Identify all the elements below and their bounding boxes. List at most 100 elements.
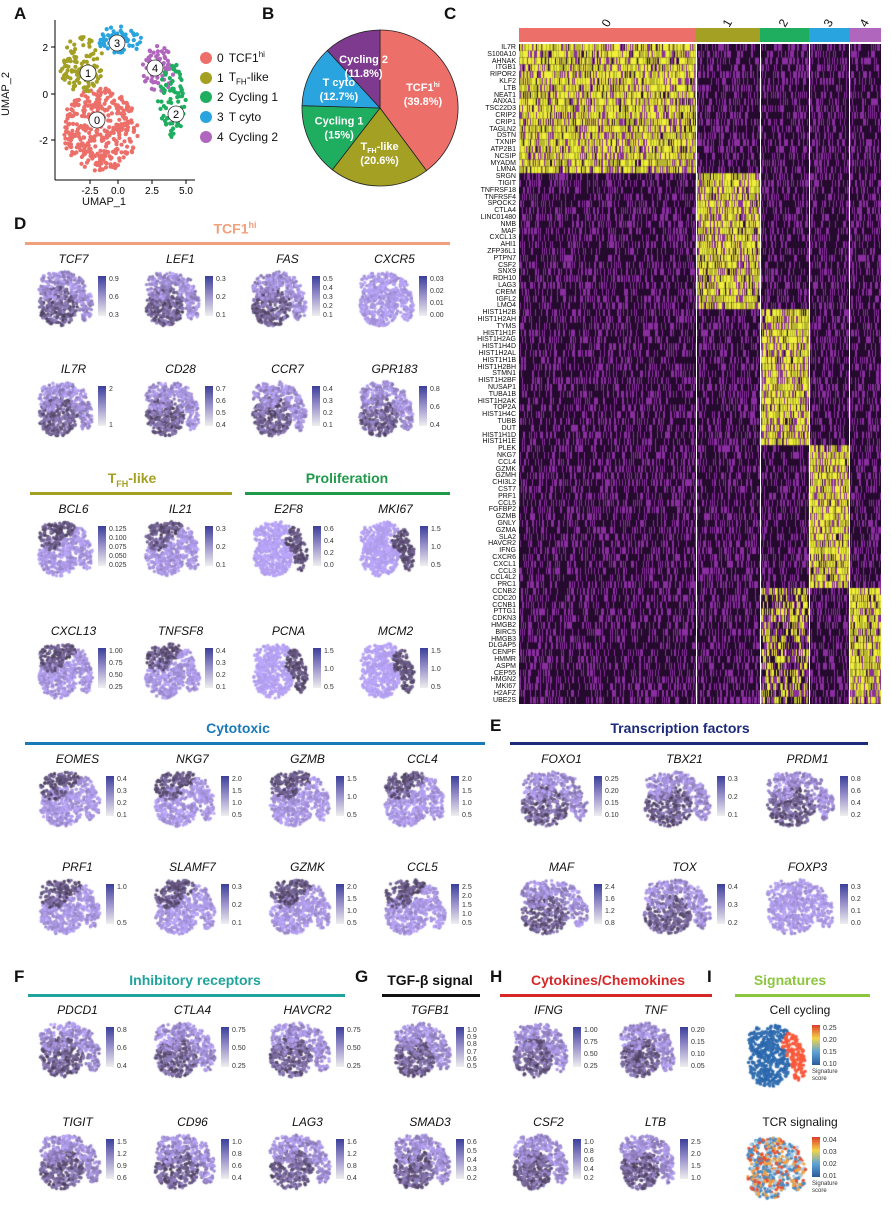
feature-plot bbox=[348, 378, 417, 440]
legend-swatch bbox=[200, 72, 212, 85]
umap-cell-point bbox=[101, 41, 106, 46]
colorbar-tick: 0.2 bbox=[232, 902, 242, 909]
umap-cell-point bbox=[98, 74, 103, 79]
feature-plot bbox=[630, 768, 715, 830]
feature-plot bbox=[257, 768, 334, 830]
panel-label-b: B bbox=[262, 4, 275, 23]
colorbar-tick: 0.75 bbox=[347, 1027, 361, 1034]
umap-cell-point bbox=[76, 142, 81, 147]
colorbar bbox=[221, 1139, 229, 1179]
heatmap-gene-label: PRC1 bbox=[497, 581, 516, 589]
legend-id: 1 bbox=[217, 71, 224, 86]
section-bar-cyto bbox=[25, 742, 485, 745]
pie-slice-label: Cycling 1 bbox=[315, 115, 364, 127]
section-title-cyto: Cytotoxic bbox=[206, 720, 270, 736]
heatmap-gene-label: PTTG1 bbox=[493, 608, 516, 616]
gene-label: CD28 bbox=[165, 362, 196, 376]
heatmap-gene-label: HIST1H2BF bbox=[478, 377, 516, 385]
heatmap-cluster-bar bbox=[760, 28, 809, 42]
umap-cell-point bbox=[100, 32, 105, 37]
colorbar-tick: 0.5 bbox=[467, 1148, 477, 1155]
colorbar-tick: 0.10 bbox=[691, 1051, 705, 1058]
umap-cell-point bbox=[66, 122, 71, 127]
umap-cluster-label: 4 bbox=[146, 59, 164, 77]
colorbar-tick: 0.4 bbox=[467, 1157, 477, 1164]
heatmap-gene-label: TAGLN2 bbox=[489, 125, 516, 133]
gene-label: CCR7 bbox=[271, 362, 304, 376]
colorbar bbox=[419, 386, 427, 426]
heatmap-gene-label: CDC20 bbox=[493, 594, 516, 602]
umap-cell-point bbox=[101, 37, 106, 42]
heatmap-gene-label: CXCR6 bbox=[492, 554, 516, 561]
colorbar-tick: 2.5 bbox=[691, 1139, 701, 1146]
heatmap-gene-label: HMMR bbox=[494, 656, 516, 663]
heatmap-gene-label: UBE2S bbox=[493, 696, 516, 704]
umap-cell-point bbox=[126, 120, 132, 125]
feature-plot bbox=[257, 1131, 334, 1193]
umap-cluster-label: 0 bbox=[88, 111, 106, 129]
colorbar-tick: 1.0 bbox=[324, 666, 334, 673]
feature-plot bbox=[502, 1131, 571, 1193]
colorbar bbox=[336, 776, 344, 816]
heatmap-gene-label: HMGN2 bbox=[490, 676, 516, 684]
heatmap-gene-label: GZMA bbox=[495, 526, 516, 534]
colorbar-tick: 0.20 bbox=[691, 1027, 705, 1034]
section-bar-sig bbox=[735, 994, 870, 997]
colorbar-tick: 0.75 bbox=[109, 660, 123, 667]
section-title-cytok: Cytokines/Chemokines bbox=[530, 972, 686, 988]
umap-cell-point bbox=[70, 108, 75, 113]
legend-id: 2 bbox=[217, 90, 224, 104]
gene-label: TIGIT bbox=[62, 1115, 93, 1129]
colorbar-tick: 0.0 bbox=[851, 920, 861, 927]
gene-label: MAF bbox=[548, 860, 575, 874]
legend-id: 4 bbox=[217, 130, 224, 144]
gene-label: E2F8 bbox=[274, 502, 303, 516]
heatmap-gene-label: GZMK bbox=[495, 465, 516, 473]
umap-cell-point bbox=[89, 38, 94, 44]
colorbar bbox=[98, 648, 106, 688]
heatmap-gene-label: SPOCK2 bbox=[487, 200, 516, 208]
panel-label-g: G bbox=[355, 967, 369, 986]
umap-cell-point bbox=[81, 43, 86, 48]
colorbar-tick: 0.9 bbox=[467, 1034, 477, 1042]
legend-swatch bbox=[200, 131, 212, 143]
umap-cell-point bbox=[177, 94, 183, 99]
feature-plot bbox=[27, 1131, 104, 1193]
pie-slice-label: T cyto bbox=[323, 77, 356, 89]
heatmap-gene-label: CHI3L2 bbox=[492, 479, 516, 487]
heatmap-gene-label: LAG3 bbox=[498, 282, 516, 289]
feature-plot bbox=[134, 518, 203, 580]
pie-slice-value: (12.7%) bbox=[320, 91, 359, 103]
colorbar-tick: 0.2 bbox=[851, 812, 861, 819]
heatmap-gene-label: TUBB bbox=[497, 418, 516, 425]
colorbar-tick: 0.3 bbox=[728, 776, 738, 783]
colorbar-tick: 0.6 bbox=[324, 526, 334, 533]
heatmap-gene-label: HMGB2 bbox=[491, 622, 516, 629]
colorbar-tick: 0.02 bbox=[823, 1161, 837, 1168]
umap-cell-point bbox=[69, 153, 74, 158]
colorbar bbox=[840, 884, 848, 924]
colorbar-tick: 0.1 bbox=[117, 812, 127, 819]
heatmap-cluster-bar bbox=[808, 28, 849, 42]
colorbar bbox=[717, 776, 725, 816]
feature-plot bbox=[142, 1131, 219, 1193]
umap-cell-point bbox=[113, 147, 118, 152]
colorbar-tick: 0.5 bbox=[117, 920, 127, 927]
umap-cell-point bbox=[116, 124, 121, 129]
feature-plot bbox=[27, 268, 96, 330]
pie-slice bbox=[379, 29, 459, 172]
umap-cell-point bbox=[76, 131, 81, 136]
colorbar-tick: 0.03 bbox=[823, 1149, 837, 1156]
colorbar-tick: 0.5 bbox=[431, 684, 441, 691]
heatmap-gene-label: STMN1 bbox=[492, 370, 516, 378]
colorbar-tick: 0.5 bbox=[462, 920, 472, 927]
umap-ylabel: UMAP_2 bbox=[0, 71, 13, 117]
umap-cell-point bbox=[141, 73, 146, 79]
feature-plot bbox=[348, 268, 417, 330]
heatmap-gene-label: MKI67 bbox=[495, 683, 516, 691]
umap-cell-point bbox=[62, 64, 68, 69]
section-bar-tfh bbox=[30, 492, 232, 495]
colorbar-tick: 0.01 bbox=[823, 1173, 837, 1180]
umap-ytick: 0 bbox=[42, 90, 48, 101]
umap-cluster-plot: -2.5 0.0 2.5 5.0 2 0 -2 0 1 2 3 4 bbox=[39, 20, 195, 197]
